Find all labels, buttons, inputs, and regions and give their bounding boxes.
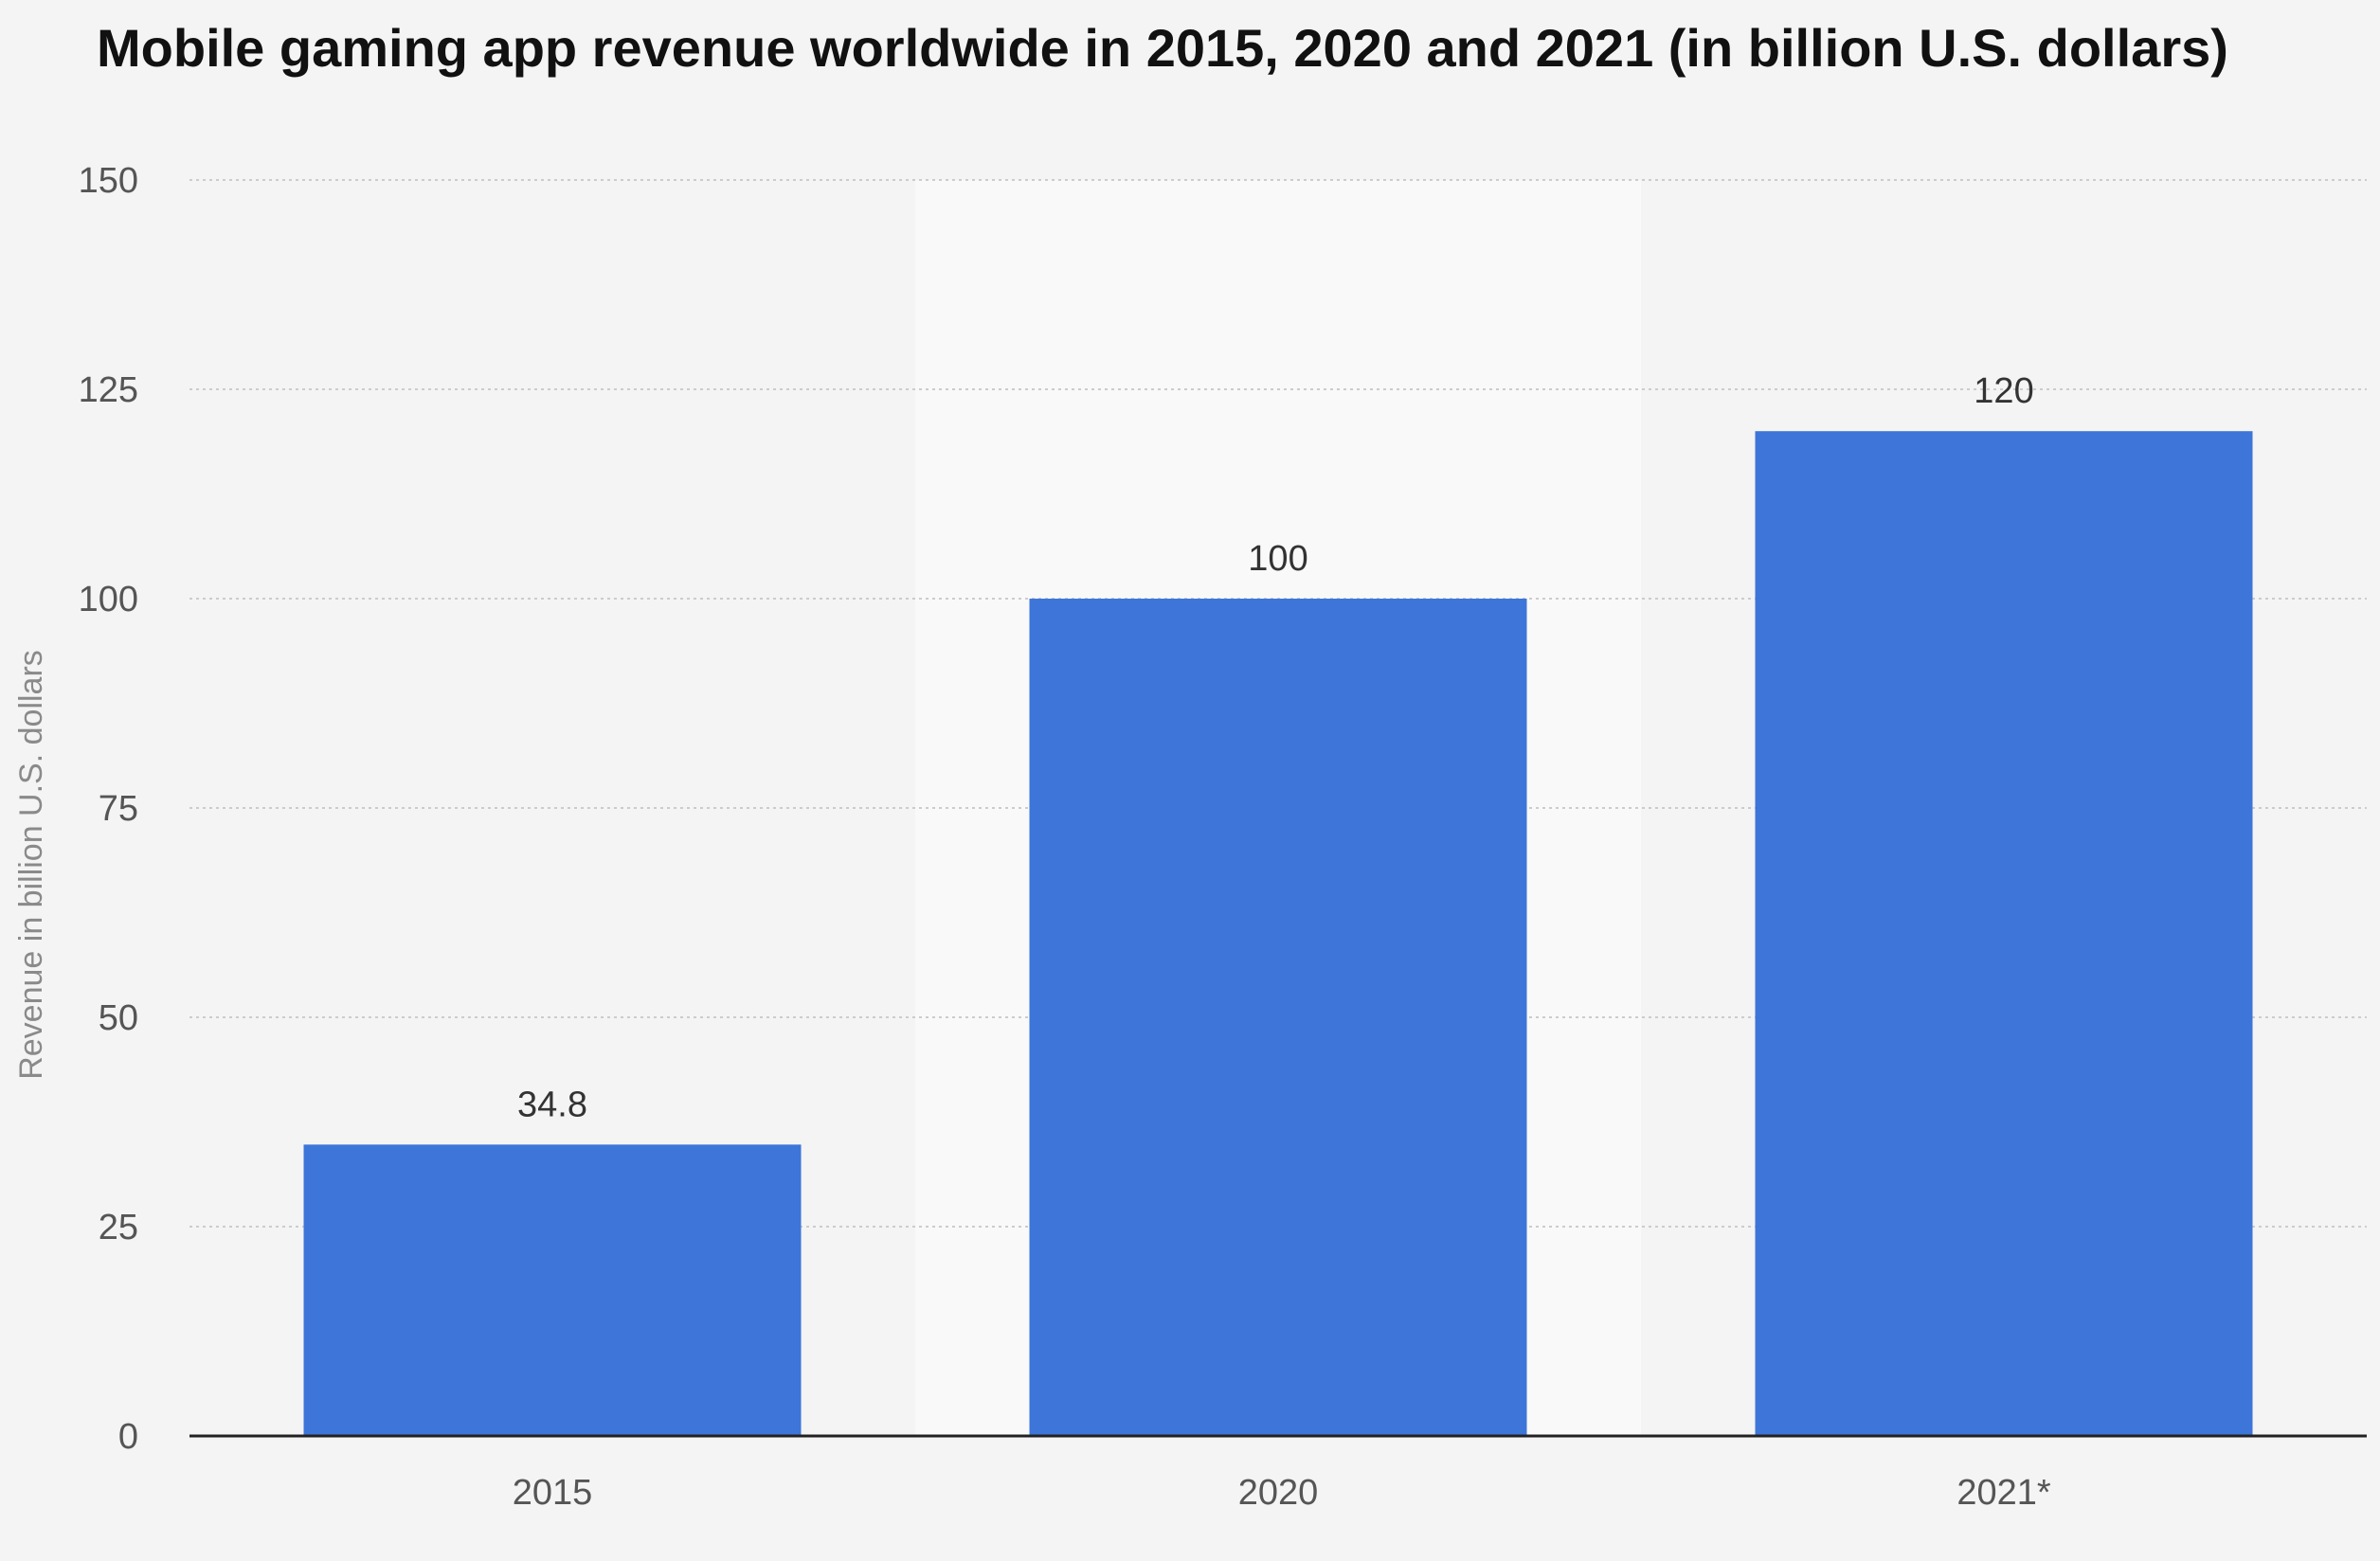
y-axis-title: Revenue in billion U.S. dollars [13, 650, 49, 1080]
bars [303, 431, 2253, 1437]
y-tick-label: 100 [79, 580, 138, 619]
y-tick-label: 50 [99, 998, 138, 1038]
x-tick-label: 2015 [513, 1473, 593, 1513]
y-tick-label: 25 [99, 1208, 138, 1247]
bar-2021 [1755, 431, 2253, 1437]
data-label: 100 [1248, 539, 1307, 579]
x-axis-labels: 2015 2020 2021* [513, 1473, 2051, 1513]
y-axis-ticks: 0 25 50 75 100 125 150 [79, 161, 138, 1457]
y-tick-label: 75 [99, 789, 138, 829]
y-tick-label: 150 [79, 161, 138, 201]
x-tick-label: 2020 [1238, 1473, 1319, 1513]
data-label: 34.8 [517, 1085, 587, 1124]
bar-2020 [1029, 599, 1527, 1436]
x-tick-label: 2021* [1956, 1473, 2051, 1513]
data-labels: 34.8 100 120 [517, 371, 2034, 1124]
y-tick-label: 125 [79, 370, 138, 410]
chart-title: Mobile gaming app revenue worldwide in 2… [97, 18, 2228, 78]
y-tick-label: 0 [118, 1417, 138, 1457]
data-label: 120 [1974, 371, 2033, 411]
bar-2015 [303, 1144, 802, 1436]
